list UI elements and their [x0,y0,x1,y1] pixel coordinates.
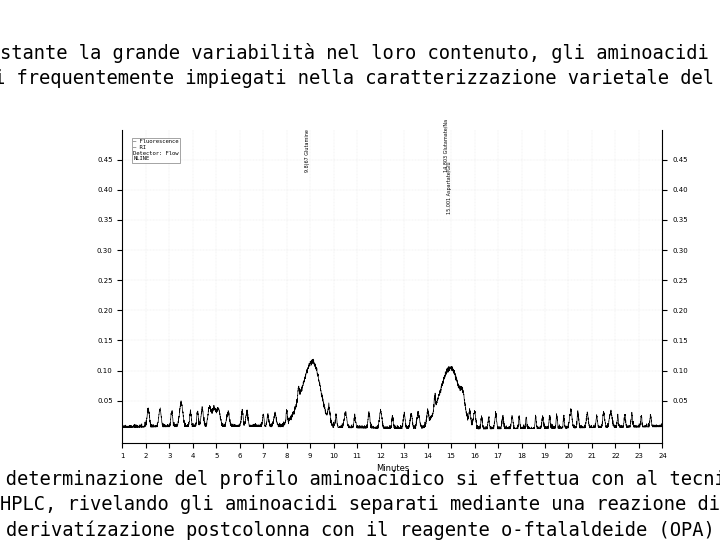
Text: Nonostante la grande variabilità nel loro contenuto, gli aminoacidi sono
stati f: Nonostante la grande variabilità nel lor… [0,43,720,88]
Text: — Fluorescence
— RI
Detector: Flow
NLINE: — Fluorescence — RI Detector: Flow NLINE [133,139,179,161]
Text: 9.8(67 Glutamine: 9.8(67 Glutamine [305,129,310,172]
Text: La determinazione del profilo aminoacidico si effettua con al tecnica
HPLC, rive: La determinazione del profilo aminoacidi… [0,470,720,539]
Text: 14.803 Glutamate/Na: 14.803 Glutamate/Na [444,119,449,172]
X-axis label: Minutes: Minutes [376,464,409,473]
Text: 15.001 Aspartate/Glu: 15.001 Aspartate/Glu [447,161,452,214]
